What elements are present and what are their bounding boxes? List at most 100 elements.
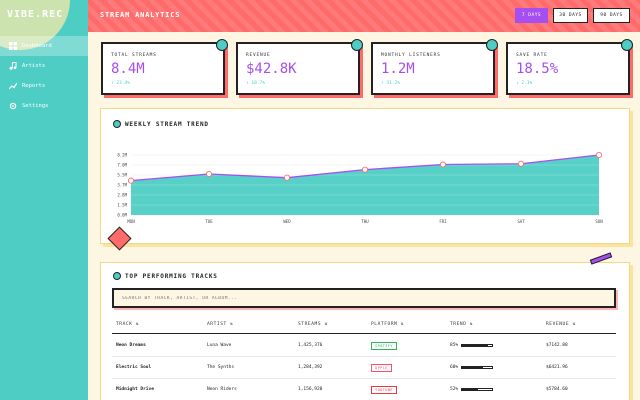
artist-name: Luna Wave [207, 343, 232, 348]
card-dot [486, 39, 498, 51]
trend-bar [461, 344, 494, 347]
trend-cell: 85% [450, 335, 494, 356]
circle-icon [113, 120, 121, 128]
x-tick-label: FRI [439, 219, 447, 224]
sidebar-item-artists[interactable]: Artists [0, 56, 88, 76]
column-header-platform[interactable]: PLATFORM ⇅ [371, 322, 405, 327]
metric-label: SAVE RATE [516, 53, 548, 58]
data-point [517, 160, 525, 167]
y-tick-label: 2.8M [117, 193, 127, 198]
data-point [361, 166, 369, 173]
x-tick-label: SUN [595, 219, 603, 224]
music-icon [8, 62, 17, 71]
sidebar-item-label: Dashboard [22, 43, 52, 49]
metric-change: ↓ 2.1% [516, 81, 533, 86]
top-tracks-panel: TOP PERFORMING TRACKS [100, 262, 630, 400]
x-tick-label: THU [361, 219, 369, 224]
metric-card-monthly-listeners: MONTHLY LISTENERS 1.2M ↑ 31.2% [371, 39, 498, 95]
sidebar-item-label: Reports [22, 83, 46, 89]
trend-bar [461, 366, 494, 369]
data-point [127, 177, 135, 184]
track-search-input[interactable] [112, 288, 616, 308]
circle-icon [113, 272, 121, 280]
panel-header: TOP PERFORMING TRACKS [113, 272, 218, 280]
sidebar-item-reports[interactable]: Reports [0, 76, 88, 96]
metric-value: 18.5% [516, 61, 559, 77]
track-name: Midnight Drive [116, 387, 154, 392]
data-point [595, 151, 603, 159]
column-header-track[interactable]: TRACK ⇅ [116, 322, 140, 327]
trend-percent: 68% [450, 365, 459, 370]
track-name: Electric Soul [116, 365, 152, 370]
trend-bar [461, 388, 494, 391]
panel-title: TOP PERFORMING TRACKS [125, 272, 218, 280]
y-tick-label: 3.7M [117, 183, 127, 188]
tracks-table-header: TRACK ⇅ ARTIST ⇅ STREAMS ⇅ PLATFORM ⇅ TR… [112, 320, 616, 334]
platform-badge: APPLE [371, 363, 392, 372]
artist-name: Neon Riders [207, 387, 237, 392]
trend-cell: 52% [450, 379, 494, 400]
metric-card-save-rate: SAVE RATE 18.5% ↓ 2.1% [506, 39, 633, 95]
platform-cell: YOUTUBE [371, 379, 397, 400]
metric-change: ↑ 23.4% [111, 81, 130, 86]
chart-icon [8, 82, 17, 91]
sidebar-item-dashboard[interactable]: Dashboard [0, 36, 88, 56]
platform-badge: YOUTUBE [371, 385, 397, 394]
data-point [283, 174, 291, 181]
table-row[interactable]: Midnight Drive Neon Riders 1,156,920 YOUTUB… [112, 379, 616, 400]
card-dot [216, 39, 228, 51]
data-point [205, 170, 213, 178]
track-name: Neon Dreams [116, 343, 146, 348]
metric-label: MONTHLY LISTENERS [381, 53, 441, 58]
artist-name: The Synths [207, 365, 235, 370]
card-dot [351, 39, 363, 51]
page-title: STREAM ANALYTICS [100, 11, 181, 19]
table-row[interactable]: Neon Dreams Luna Wave 1,425,376 SPOTIFY 85% $… [112, 335, 616, 357]
metric-value: 8.4M [111, 61, 145, 77]
data-point [439, 161, 447, 168]
sidebar: VIBE.REC Dashboard Artists Reports Setti… [0, 0, 88, 400]
revenue-value: $6421.96 [546, 365, 568, 370]
grid-icon [8, 42, 17, 51]
gear-icon [8, 102, 17, 111]
stream-trend-panel: WEEKLY STREAM TREND 0.0M 1.5M 2.8M 3.7M 5.5M… [100, 108, 630, 244]
column-header-revenue[interactable]: REVENUE ⇅ [546, 322, 576, 327]
table-row[interactable]: Electric Soul The Synths 1,284,392 APPLE 68%… [112, 357, 616, 379]
trend-cell: 68% [450, 357, 494, 378]
range-7-days-button[interactable]: 7 DAYS [515, 8, 548, 23]
panel-title: WEEKLY STREAM TREND [125, 120, 209, 128]
metric-label: TOTAL STREAMS [111, 53, 157, 58]
column-header-trend[interactable]: TREND ⇅ [450, 322, 474, 327]
revenue-value: $7142.88 [546, 343, 568, 348]
stream-count: 1,425,376 [298, 343, 323, 348]
metric-card-revenue: REVENUE $42.8K ↑ 18.7% [236, 39, 363, 95]
platform-cell: APPLE [371, 357, 392, 378]
x-tick-label: MON [127, 219, 135, 224]
top-header: STREAM ANALYTICS [88, 0, 640, 32]
y-tick-label: 5.5M [117, 173, 127, 178]
range-30-days-button[interactable]: 30 DAYS [553, 8, 588, 23]
x-tick-label: WED [283, 219, 291, 224]
sidebar-item-settings[interactable]: Settings [0, 96, 88, 116]
column-header-streams[interactable]: STREAMS ⇅ [298, 322, 328, 327]
y-tick-label: 7.0M [117, 163, 127, 168]
metric-label: REVENUE [246, 53, 271, 58]
platform-cell: SPOTIFY [371, 335, 397, 356]
platform-badge: SPOTIFY [371, 341, 397, 350]
panel-header: WEEKLY STREAM TREND [113, 120, 209, 128]
trend-percent: 52% [450, 387, 459, 392]
stream-count: 1,156,920 [298, 387, 323, 392]
range-90-days-button[interactable]: 90 DAYS [593, 8, 630, 23]
metric-change: ↑ 31.2% [381, 81, 400, 86]
column-header-artist[interactable]: ARTIST ⇅ [207, 322, 234, 327]
trend-percent: 85% [450, 343, 459, 348]
trend-bar-fill [462, 345, 488, 346]
sidebar-item-label: Artists [22, 63, 46, 69]
app-logo[interactable]: VIBE.REC [7, 9, 64, 20]
x-tick-label: SAT [517, 219, 525, 224]
metric-value: 1.2M [381, 61, 415, 77]
stream-trend-chart: 0.0M 1.5M 2.8M 3.7M 5.5M 7.0M 8.2M MON TUE WED THU… [117, 151, 603, 224]
trend-bar-fill [462, 367, 483, 368]
metric-change: ↑ 18.7% [246, 81, 265, 86]
stream-count: 1,284,392 [298, 365, 323, 370]
